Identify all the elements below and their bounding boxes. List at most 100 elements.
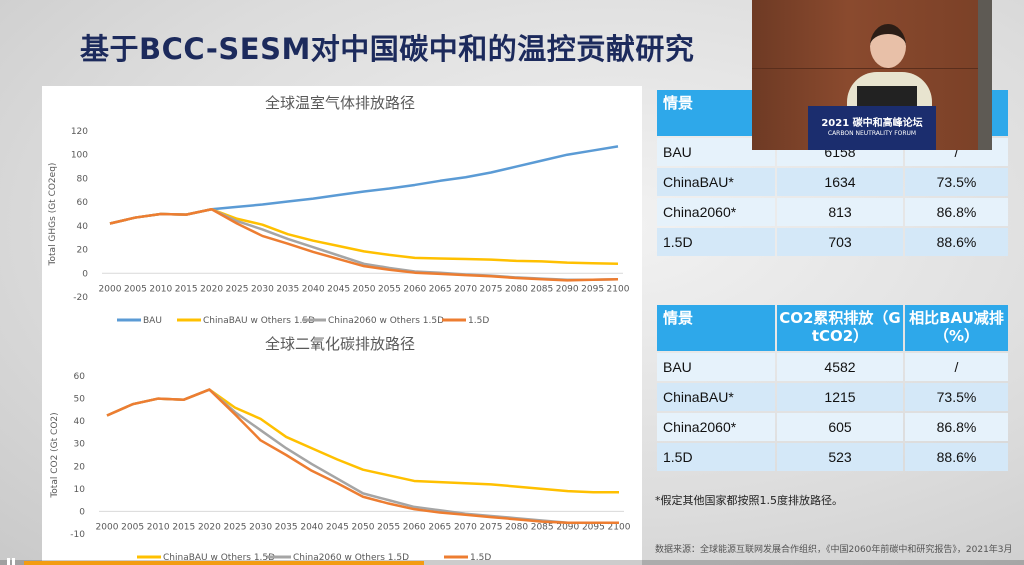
- scenario-cell: China2060*: [657, 198, 775, 226]
- co2-table: 情景 CO2累积排放（GtCO2） 相比BAU减排（%） BAU 4582/Chi…: [655, 303, 1010, 473]
- reduction-cell: 86.8%: [905, 198, 1008, 226]
- y-tick-label: 30: [74, 440, 86, 450]
- chart-title: 全球二氧化碳排放路径: [265, 335, 415, 353]
- x-tick-label: 2010: [149, 284, 172, 294]
- x-tick-label: 2100: [607, 284, 630, 294]
- scenario-cell: 1.5D: [657, 228, 775, 256]
- table-row: ChinaBAU* 1634 73.5%: [657, 168, 1008, 196]
- legend-label: 1.5D: [470, 553, 491, 563]
- header-cumulative: CO2累积排放（GtCO2）: [777, 305, 903, 351]
- x-tick-label: 2005: [124, 284, 147, 294]
- y-tick-label: 0: [79, 507, 85, 517]
- cumulative-cell: 703: [777, 228, 903, 256]
- table-row: 1.5D 703 88.6%: [657, 228, 1008, 256]
- table-row: ChinaBAU* 1215 73.5%: [657, 383, 1008, 411]
- x-tick-label: 2025: [226, 284, 249, 294]
- x-tick-label: 2015: [175, 284, 198, 294]
- series-line-1-5d: [109, 208, 619, 282]
- legend-label: China2060 w Others 1.5D: [328, 316, 444, 326]
- x-tick-label: 2100: [608, 522, 631, 532]
- y-tick-label: 40: [74, 417, 86, 427]
- x-tick-label: 2050: [352, 522, 375, 532]
- x-tick-label: 2065: [429, 284, 452, 294]
- wall-panel: [752, 68, 992, 69]
- y-tick-label: 100: [71, 151, 88, 161]
- x-tick-label: 2090: [556, 522, 579, 532]
- y-tick-label: 60: [77, 198, 89, 208]
- x-tick-label: 2015: [172, 522, 195, 532]
- x-tick-label: 2080: [505, 522, 528, 532]
- video-progress-bar[interactable]: [0, 560, 1024, 565]
- series-line-bau: [109, 145, 619, 225]
- header-scenario: 情景: [657, 305, 775, 351]
- y-axis-label: Total CO2 (Gt CO2): [50, 412, 60, 498]
- x-tick-label: 2075: [480, 522, 503, 532]
- speaker-head: [870, 24, 906, 68]
- legend-label: ChinaBAU w Others 1.5D: [163, 553, 275, 563]
- legend-label: ChinaBAU w Others 1.5D: [203, 316, 315, 326]
- series-line-chinabau-w-others-1-5d: [106, 388, 619, 494]
- table-row: BAU 4582/: [657, 353, 1008, 381]
- x-tick-label: 2050: [353, 284, 376, 294]
- x-tick-label: 2000: [99, 284, 122, 294]
- reduction-cell: 73.5%: [905, 383, 1008, 411]
- y-axis-label: Total GHGs (Gt CO2eq): [48, 163, 58, 267]
- scenario-cell: 1.5D: [657, 443, 775, 471]
- reduction-cell: 88.6%: [905, 228, 1008, 256]
- y-tick-label: -10: [70, 530, 85, 540]
- x-tick-label: 2045: [327, 284, 350, 294]
- reduction-cell: /: [905, 353, 1008, 381]
- scenario-cell: China2060*: [657, 413, 775, 441]
- table-header-row: 情景 CO2累积排放（GtCO2） 相比BAU减排（%）: [657, 305, 1008, 351]
- series-line-china2060-w-others-1-5d: [106, 388, 619, 524]
- x-tick-label: 2020: [200, 284, 223, 294]
- header-reduction: 相比BAU减排（%）: [905, 305, 1008, 351]
- cumulative-cell: 523: [777, 443, 903, 471]
- reduction-cell: 73.5%: [905, 168, 1008, 196]
- laptop: [857, 86, 917, 108]
- podium-subtext: CARBON NEUTRALITY FORUM: [827, 130, 917, 137]
- chart-title: 全球温室气体排放路径: [265, 94, 415, 112]
- y-tick-label: 20: [74, 462, 86, 472]
- y-tick-label: 0: [82, 269, 88, 279]
- speaker-video[interactable]: 2021 碳中和高峰论坛 CARBON NEUTRALITY FORUM: [752, 0, 992, 150]
- y-tick-label: -20: [73, 293, 88, 303]
- x-tick-label: 2065: [428, 522, 451, 532]
- y-tick-label: 40: [77, 222, 89, 232]
- podium: 2021 碳中和高峰论坛 CARBON NEUTRALITY FORUM: [808, 106, 936, 150]
- x-tick-label: 2070: [454, 284, 477, 294]
- scenario-cell: ChinaBAU*: [657, 168, 775, 196]
- x-tick-label: 2045: [326, 522, 349, 532]
- reduction-cell: 86.8%: [905, 413, 1008, 441]
- table-row: China2060* 813 86.8%: [657, 198, 1008, 226]
- x-tick-label: 2040: [300, 522, 323, 532]
- x-tick-label: 2020: [198, 522, 221, 532]
- series-line-chinabau-w-others-1-5d: [109, 208, 619, 266]
- y-tick-label: 120: [71, 127, 88, 137]
- series-line-1-5d: [106, 388, 619, 524]
- y-tick-label: 80: [77, 174, 89, 184]
- progress-fill: [24, 561, 424, 565]
- x-tick-label: 2085: [531, 522, 554, 532]
- x-tick-label: 2095: [581, 284, 604, 294]
- x-tick-label: 2000: [96, 522, 119, 532]
- x-tick-label: 2095: [582, 522, 605, 532]
- legend-label: 1.5D: [468, 316, 489, 326]
- x-tick-label: 2035: [276, 284, 299, 294]
- video-edge: [978, 0, 992, 150]
- cumulative-cell: 4582: [777, 353, 903, 381]
- cumulative-cell: 1634: [777, 168, 903, 196]
- x-tick-label: 2010: [147, 522, 170, 532]
- series-line-china2060-w-others-1-5d: [109, 208, 619, 282]
- y-tick-label: 50: [74, 395, 86, 405]
- cumulative-cell: 1215: [777, 383, 903, 411]
- reduction-cell: 88.6%: [905, 443, 1008, 471]
- y-tick-label: 10: [74, 485, 86, 495]
- data-source: 数据来源：全球能源互联网发展合作组织，《中国2060年前碳中和研究报告》，202…: [655, 545, 1013, 555]
- x-tick-label: 2070: [454, 522, 477, 532]
- x-tick-label: 2060: [403, 522, 426, 532]
- cumulative-cell: 605: [777, 413, 903, 441]
- x-tick-label: 2090: [556, 284, 579, 294]
- x-tick-label: 2030: [251, 284, 274, 294]
- pause-icon[interactable]: [6, 558, 16, 565]
